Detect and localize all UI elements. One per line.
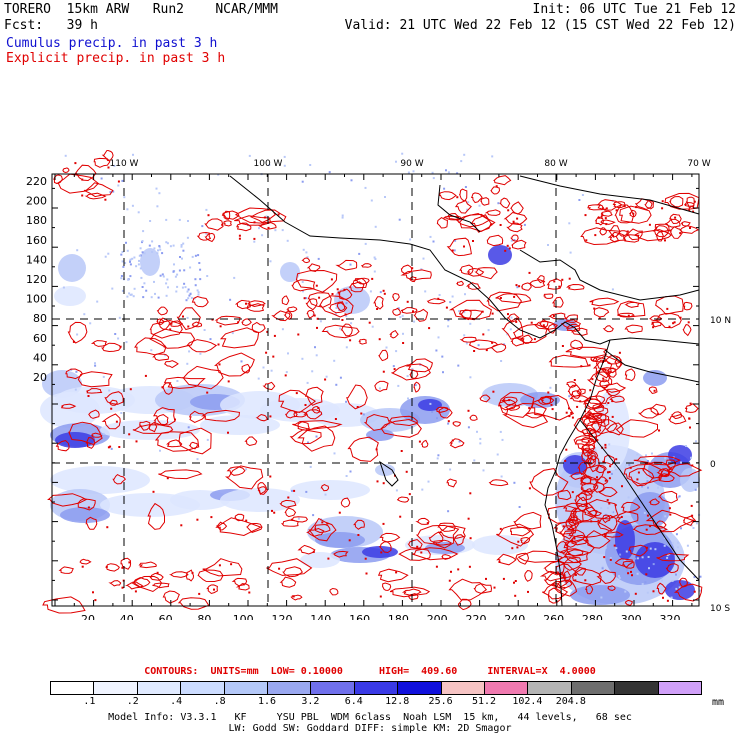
- x-tick-label: 140: [310, 613, 331, 620]
- graticule: [52, 174, 699, 606]
- lat-label: 10 S: [710, 604, 730, 614]
- colorbar-swatch: [484, 681, 529, 695]
- colorbar-level-label: 6.4: [344, 696, 363, 707]
- colorbar-swatch: [180, 681, 225, 695]
- init-time: Init: 06 UTC Tue 21 Feb 12: [532, 2, 737, 17]
- colorbar-swatch: [353, 681, 399, 695]
- lon-label: 100 W: [254, 159, 283, 169]
- lat-label: 10 N: [710, 316, 731, 326]
- model-info-line2: LW: Godd SW: Goddard DIFF: simple KM: 2D…: [228, 723, 512, 734]
- lon-label: 70 W: [687, 159, 710, 169]
- x-tick-label: 100: [233, 613, 254, 620]
- forecast-hour: Fcst: 39 h: [4, 18, 98, 33]
- colorbar-level-label: .4: [170, 696, 183, 707]
- y-tick-label: 20: [33, 371, 47, 384]
- cumulus-precip-fill: [40, 152, 702, 605]
- y-tick-label: 140: [26, 253, 47, 266]
- x-tick-label: 260: [543, 613, 564, 620]
- cumulus-field-label: Cumulus precip. in past 3 h: [6, 36, 218, 51]
- y-tick-label: 100: [26, 293, 47, 306]
- model-info-line1: Model Info: V3.3.1 KF YSU PBL WDM 6class…: [108, 712, 632, 723]
- y-tick-label: 120: [26, 273, 47, 286]
- colorbar-level-label: 102.4: [512, 696, 543, 707]
- lon-label: 80 W: [544, 159, 567, 169]
- y-tick-label: 60: [33, 332, 47, 345]
- colorbar-swatch: [93, 681, 138, 695]
- colorbar-swatch: [223, 681, 268, 695]
- colorbar-swatch: [570, 681, 616, 695]
- x-tick-label: 60: [159, 613, 173, 620]
- colorbar-swatch: [614, 681, 659, 695]
- y-tick-label: 200: [26, 195, 47, 208]
- lon-label: 110 W: [110, 159, 139, 169]
- x-tick-label: 180: [388, 613, 409, 620]
- colorbar-swatch: [136, 681, 182, 695]
- run-title: TORERO 15km ARW Run2 NCAR/MMM: [4, 2, 278, 17]
- colorbar-level-label: 3.2: [301, 696, 320, 707]
- colorbar-level-label: 1.6: [257, 696, 277, 707]
- precip-map: 220 200 180 160 140 120 100 80 60 40 20 20 40 60 80 100…: [26, 150, 731, 620]
- y-tick-label: 160: [26, 234, 47, 247]
- explicit-field-label: Explicit precip. in past 3 h: [6, 51, 226, 66]
- y-tick-label: 180: [26, 214, 47, 227]
- x-tick-label: 240: [504, 613, 525, 620]
- colorbar-swatch: [310, 681, 355, 695]
- colorbar-level-label: .2: [126, 696, 139, 707]
- colorbar-swatch: [657, 681, 702, 695]
- colorbar-swatch: [440, 681, 485, 695]
- x-tick-label: 160: [349, 613, 370, 620]
- colorbar-level-label: 12.8: [385, 696, 410, 707]
- x-tick-label: 80: [197, 613, 211, 620]
- x-tick-label: 220: [466, 613, 487, 620]
- colorbar-level-label: .1: [83, 696, 96, 707]
- colorbar-swatch: [527, 681, 572, 695]
- x-tick-label: 200: [427, 613, 448, 620]
- x-tick-label: 300: [621, 613, 642, 620]
- colorbar-swatch: [50, 681, 95, 695]
- colorbar-swatch: [397, 681, 442, 695]
- x-tick-label: 120: [272, 613, 293, 620]
- x-tick-label: 320: [660, 613, 681, 620]
- colorbar-level-label: 25.6: [428, 696, 453, 707]
- explicit-precip-contours: [42, 150, 703, 614]
- lat-label: 0: [710, 460, 716, 470]
- map-frame: [51, 173, 700, 607]
- colorbar-unit: mm: [711, 697, 725, 708]
- x-tick-label: 280: [582, 613, 603, 620]
- y-tick-label: 220: [26, 175, 47, 188]
- colorbar-level-label: 204.8: [555, 696, 586, 707]
- y-tick-label: 80: [33, 312, 47, 325]
- colorbar-swatch: [267, 681, 312, 695]
- y-tick-label: 40: [33, 351, 47, 364]
- contour-info: CONTOURS: UNITS=mm LOW= 0.10000 HIGH= 40…: [144, 666, 596, 677]
- x-tick-label: 40: [120, 613, 134, 620]
- colorbar-level-label: .8: [213, 696, 226, 707]
- valid-time: Valid: 21 UTC Wed 22 Feb 12 (15 CST Wed …: [344, 18, 736, 33]
- lon-label: 90 W: [400, 159, 423, 169]
- colorbar-level-label: 51.2: [471, 696, 497, 707]
- x-tick-label: 20: [81, 613, 95, 620]
